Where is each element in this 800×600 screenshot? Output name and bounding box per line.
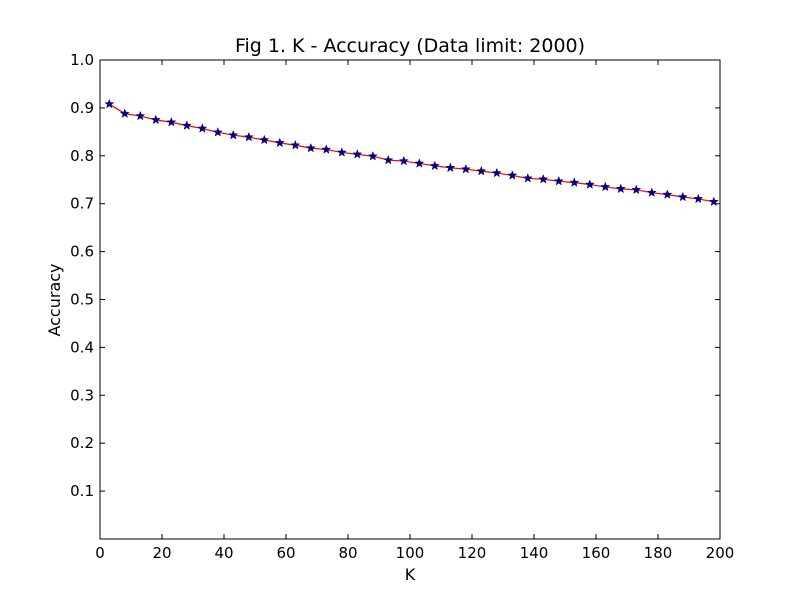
x-tick-label: 160 [582,544,611,562]
y-tick-label: 0.2 [70,434,94,452]
x-tick-label: 200 [706,544,735,562]
data-point-marker [662,189,673,199]
chart-title: Fig 1. K - Accuracy (Data limit: 2000) [235,35,585,57]
data-point-marker [522,172,533,183]
y-tick-label: 0.8 [70,147,94,165]
data-point-marker [708,196,719,207]
data-point-marker [414,158,425,168]
data-point-marker [119,108,130,118]
plot-area-frame [99,59,721,540]
x-tick-label: 140 [520,544,549,562]
data-point-marker [646,187,657,197]
series-line [108,103,714,203]
data-point-marker [305,142,316,153]
data-point-marker [104,98,115,109]
x-tick-label: 20 [152,544,171,562]
y-tick-label: 0.4 [70,338,94,356]
data-point-marker [538,173,549,184]
data-point-marker [197,123,208,133]
data-point-marker [569,177,580,187]
data-point-marker [290,139,301,150]
data-point-marker [352,149,363,159]
data-point-marker [677,191,688,202]
data-point-marker [553,175,564,186]
data-point-marker [367,150,378,161]
data-point-marker [383,154,394,165]
data-point-marker [228,129,239,140]
data-point-marker [398,155,409,166]
data-point-marker [615,183,626,194]
data-point-marker [259,134,270,145]
data-point-marker [429,160,440,171]
x-tick-label: 80 [338,544,357,562]
x-tick-label: 0 [95,544,105,562]
data-point-marker [584,179,595,189]
x-tick-label: 40 [214,544,233,562]
x-tick-label: 180 [644,544,673,562]
data-series [104,98,719,207]
data-point-marker [243,131,254,142]
x-tick-label: 60 [276,544,295,562]
data-point-marker [476,165,487,176]
data-point-marker [600,181,611,192]
data-point-marker [507,170,518,180]
x-tick-label: 100 [396,544,425,562]
y-tick-label: 0.1 [70,482,94,500]
x-axis-label: K [405,565,416,584]
data-point-marker [321,144,332,154]
data-point-marker [491,167,502,178]
x-tick-label: 120 [458,544,487,562]
data-point-marker [135,110,146,121]
y-axis-label: Accuracy [45,263,64,336]
data-point-marker [631,184,642,195]
data-point-marker [181,120,192,130]
y-tick-label: 0.5 [70,291,94,309]
data-point-marker [693,193,704,204]
axis-ticks: 0 20 40 60 80 100 120 140 160 180 200 0.1 0.2 0.3 0.4 0… [70,51,734,562]
y-tick-label: 1.0 [70,51,94,69]
data-point-marker [445,162,456,173]
y-tick-label: 0.6 [70,243,94,261]
data-point-marker [166,116,177,127]
data-point-marker [274,137,285,148]
data-point-marker [336,147,347,157]
y-tick-label: 0.9 [70,99,94,117]
y-tick-label: 0.7 [70,195,94,213]
y-tick-label: 0.3 [70,386,94,404]
data-point-marker [150,114,161,125]
data-point-marker [212,127,223,137]
data-point-marker [460,163,471,174]
